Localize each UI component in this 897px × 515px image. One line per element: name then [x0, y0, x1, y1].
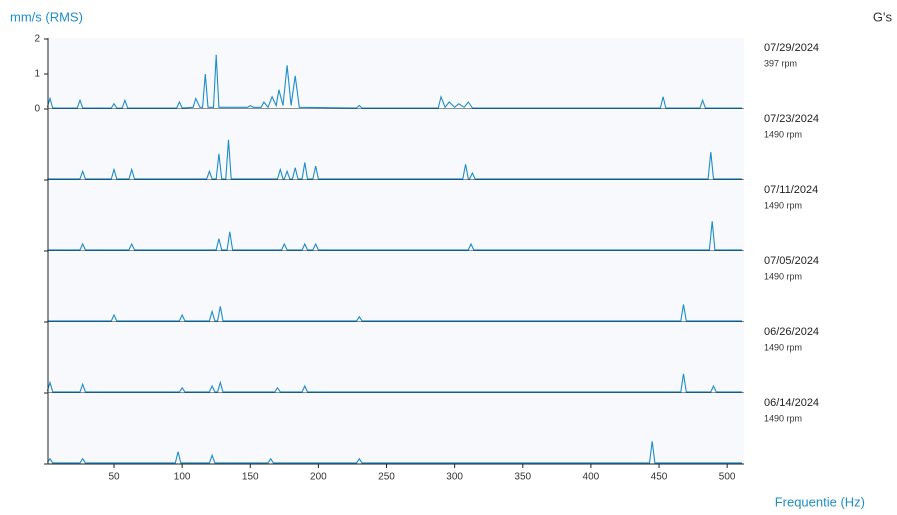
series-date: 07/05/2024: [764, 255, 819, 267]
x-axis-label: Frequentie (Hz): [775, 494, 865, 509]
y-axis-label: mm/s (RMS): [10, 9, 83, 24]
spectrum-line: [47, 304, 743, 322]
series-date: 06/26/2024: [764, 326, 819, 338]
panel-background: [48, 251, 744, 322]
panel-background: [48, 322, 744, 393]
x-tick-label: 350: [514, 472, 531, 483]
y-tick-label: 1: [34, 69, 40, 80]
x-tick-label: 300: [446, 472, 463, 483]
x-tick-label: 150: [242, 472, 259, 483]
x-tick-label: 50: [108, 472, 120, 483]
spectrum-line: [47, 139, 743, 180]
y2-axis-label: G's: [873, 9, 893, 24]
panel-background: [48, 393, 744, 464]
x-tick-label: 400: [583, 472, 600, 483]
spectrum-line: [47, 221, 743, 251]
series-rpm: 397 rpm: [764, 58, 797, 68]
y-tick-label: 0: [34, 104, 40, 115]
x-tick-label: 100: [174, 472, 191, 483]
x-tick-label: 250: [378, 472, 395, 483]
y-tick-label: 2: [34, 34, 40, 45]
series-date: 06/14/2024: [764, 397, 819, 409]
series-rpm: 1490 rpm: [764, 342, 802, 352]
series-rpm: 1490 rpm: [764, 413, 802, 423]
x-tick-label: 450: [651, 472, 668, 483]
panel-background: [48, 109, 744, 180]
series-rpm: 1490 rpm: [764, 200, 802, 210]
series-date: 07/23/2024: [764, 113, 819, 125]
series-rpm: 1490 rpm: [764, 271, 802, 281]
x-tick-label: 200: [310, 472, 327, 483]
spectrum-line: [46, 54, 743, 109]
spectrum-line: [46, 441, 743, 464]
series-date: 07/11/2024: [764, 184, 818, 196]
spectrum-line: [46, 373, 743, 393]
series-date: 07/29/2024: [764, 42, 819, 54]
panel-background: [48, 180, 744, 251]
panel-background: [48, 38, 744, 109]
x-tick-label: 500: [719, 472, 736, 483]
series-rpm: 1490 rpm: [764, 129, 802, 139]
